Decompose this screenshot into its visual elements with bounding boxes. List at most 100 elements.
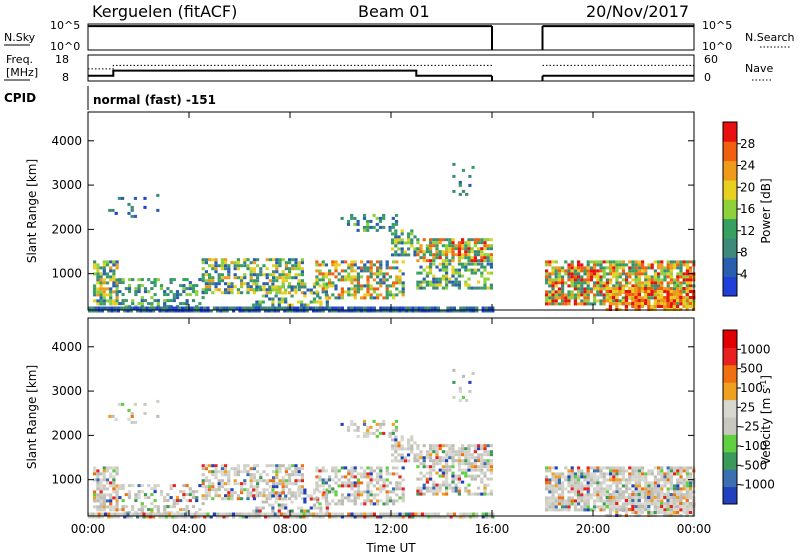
velocity-cell-1389 <box>628 466 632 470</box>
power-cell-303 <box>246 288 250 292</box>
velocity-cell-1647 <box>608 496 612 499</box>
velocity-cell-98 <box>124 505 128 509</box>
power-cell-532 <box>328 278 332 282</box>
power-cell-1715 <box>644 296 648 299</box>
velocity-cell-1861 <box>193 512 197 516</box>
velocity-cell-1844 <box>164 515 168 519</box>
power-cell-102 <box>127 287 132 291</box>
velocity-cell-329 <box>259 476 263 480</box>
velocity-cell-213 <box>204 497 208 501</box>
power-cell-991 <box>451 271 455 275</box>
velocity-cell-570 <box>347 478 351 482</box>
power-cell-1531 <box>666 260 670 264</box>
power-cell-623 <box>366 287 370 291</box>
power-cell-647 <box>376 281 380 285</box>
velocity-cell-1324 <box>609 484 613 488</box>
velocity-cell-1936 <box>324 512 328 516</box>
power-cell-1984 <box>404 309 408 313</box>
velocity-cell-1065 <box>111 414 115 418</box>
velocity-cell-768 <box>400 459 404 463</box>
power-cell-205 <box>204 258 208 262</box>
velocity-cell-738 <box>391 422 395 426</box>
velocity-cell-1668 <box>618 499 622 502</box>
velocity-cell-1921 <box>299 512 303 516</box>
velocity-cell-1134 <box>557 484 561 488</box>
power-cell-603 <box>360 260 364 264</box>
power-cell-348 <box>268 291 272 295</box>
power-cell-1290 <box>599 284 603 288</box>
velocity-cell-1449 <box>641 502 645 506</box>
velocity-cell-109 <box>134 496 138 500</box>
velocity-cell-1236 <box>586 472 590 476</box>
velocity-cell-449 <box>277 491 281 495</box>
power-cell-715 <box>362 213 367 217</box>
power-cell-802 <box>425 244 429 248</box>
velocity-cell-1534 <box>666 475 670 479</box>
velocity-cell-477 <box>303 500 307 504</box>
power-cell-344 <box>268 258 272 262</box>
power-cell-1177 <box>570 272 574 276</box>
power-cell-1756 <box>669 287 673 290</box>
velocity-cell-277 <box>233 482 237 486</box>
power-cell-1998 <box>427 309 431 313</box>
power-cell-1548 <box>669 272 673 276</box>
velocity-cell-935 <box>419 471 423 475</box>
power-cell-249 <box>220 279 224 283</box>
velocity-cell-599 <box>356 487 360 491</box>
velocity-cell-767 <box>400 456 404 460</box>
power-cell-1304 <box>602 293 606 297</box>
power-cell-1966 <box>376 309 380 313</box>
power-cell-1402 <box>631 266 635 270</box>
velocity-cell-94 <box>121 499 125 503</box>
power-cell-1426 <box>637 260 641 264</box>
power-cell-152 <box>166 299 170 303</box>
power-cell-1489 <box>653 278 657 282</box>
power-cell-887 <box>470 238 474 242</box>
velocity-cell-1096 <box>548 484 552 488</box>
power-cell-1903 <box>267 309 271 313</box>
velocity-cell-915 <box>483 453 487 457</box>
velocity-cell-843 <box>448 444 452 448</box>
velocity-cell-1382 <box>625 478 629 482</box>
velocity-cell-1643 <box>605 496 609 499</box>
power-cell-1666 <box>618 287 622 290</box>
power-cell-868 <box>461 241 465 245</box>
velocity-cell-83 <box>115 496 119 500</box>
velocity-cell-362 <box>275 485 279 489</box>
power-cell-367 <box>278 261 282 265</box>
velocity-cell-626 <box>369 466 373 470</box>
velocity-cell-1290 <box>599 490 603 494</box>
power-cell-1670 <box>621 287 625 290</box>
velocity-cell-1846 <box>168 515 172 519</box>
power-cell-1577 <box>676 284 680 288</box>
velocity-cell-1167 <box>567 490 571 494</box>
power-cell-1075 <box>133 214 137 218</box>
velocity-cell-1361 <box>618 472 622 476</box>
velocity-cell-790 <box>416 456 420 460</box>
power-cell-251 <box>224 258 228 262</box>
power-cell-64 <box>109 302 113 306</box>
velocity-cell-1564 <box>673 493 677 497</box>
velocity-cell-1168 <box>567 496 571 500</box>
velocity-cell-1758 <box>669 499 673 502</box>
power-cell-1943 <box>337 306 341 310</box>
power-cell-1826 <box>136 306 140 310</box>
power-cell-522 <box>321 290 325 294</box>
velocity-cell-1186 <box>573 475 577 479</box>
power-cell-1499 <box>657 263 661 267</box>
power-cell-774 <box>407 238 411 242</box>
power-cell-1392 <box>628 272 632 276</box>
velocity-cell-1928 <box>312 512 316 516</box>
power-cell-1266 <box>593 287 597 291</box>
velocity-cell-1742 <box>660 508 664 511</box>
velocity-cell-90 <box>118 496 122 500</box>
velocity-cell-849 <box>451 444 455 448</box>
velocity-cell-1818 <box>120 512 124 516</box>
velocity-cell-71 <box>112 487 116 491</box>
power-cell-1283 <box>599 260 603 264</box>
velocity-cell-1298 <box>602 475 606 479</box>
power-cell-1465 <box>647 263 651 267</box>
velocity-cell-1443 <box>641 472 645 476</box>
power-cell-138 <box>153 299 157 303</box>
velocity-cell-1693 <box>634 496 638 499</box>
